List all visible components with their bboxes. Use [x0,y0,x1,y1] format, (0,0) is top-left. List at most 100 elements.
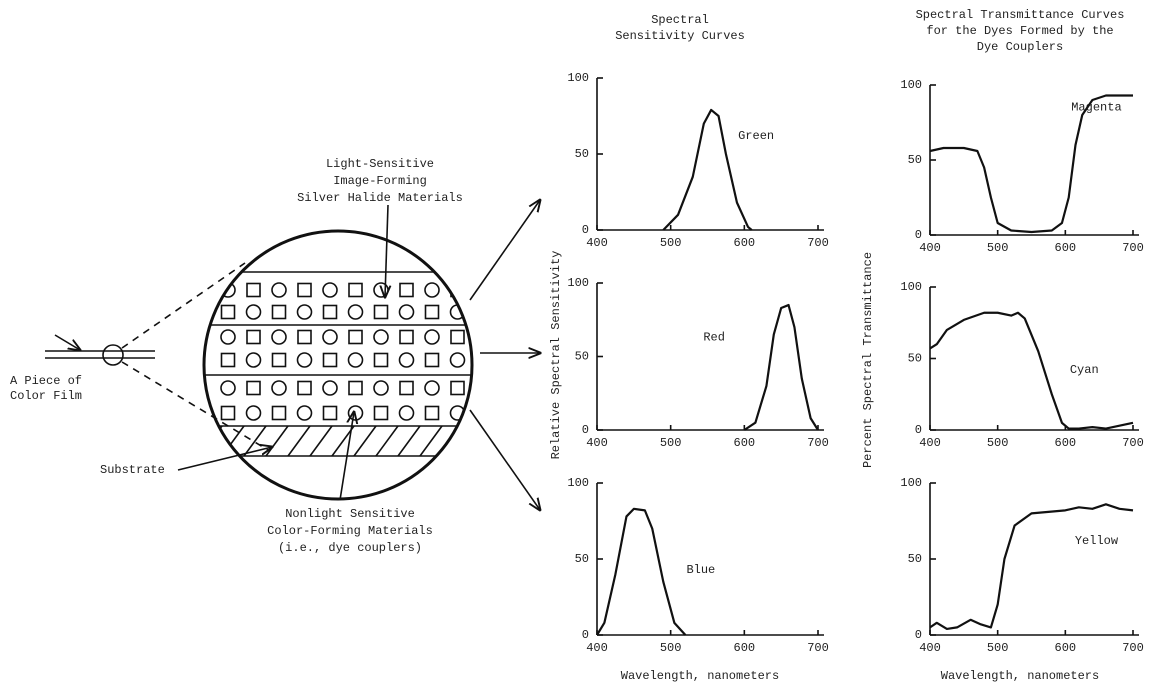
grain [271,282,287,298]
hatch [309,425,333,457]
x-tick-label: 600 [734,236,756,250]
curve-label: Yellow [1075,534,1119,548]
grain [296,405,313,421]
film-cross-section [202,229,474,501]
group-title: Spectral [651,13,709,27]
coupler [220,352,236,368]
group-title: for the Dyes Formed by the [926,24,1113,38]
y-axis-label: Percent Spectral Transmittance [861,252,875,468]
coupler [246,282,261,298]
y-tick-label: 50 [908,552,922,566]
y-axis-label: Relative Spectral Sensitivity [549,251,563,460]
silver-label: Light-Sensitive [326,157,434,171]
coupler [373,304,389,320]
grain [322,282,338,298]
y-tick-label: 100 [567,276,589,290]
coupler [424,304,440,320]
x-tick-label: 400 [919,641,941,655]
grain [347,352,364,368]
film-label: Color Film [10,389,82,403]
grain [398,405,415,421]
x-tick-label: 600 [734,641,756,655]
grain [424,282,440,298]
x-tick-label: 700 [807,641,829,655]
y-tick-label: 100 [900,78,922,92]
coupler [322,304,338,320]
x-tick-label: 700 [807,236,829,250]
grain [322,329,338,345]
y-tick-label: 0 [915,628,922,642]
y-tick-label: 50 [575,350,589,364]
grain [322,380,338,396]
silver-label: Image-Forming [333,174,427,188]
silver-label: Silver Halide Materials [297,191,463,205]
grain [220,380,236,396]
curve-label: Blue [686,563,715,577]
y-tick-label: 0 [582,423,589,437]
coupler [399,282,414,298]
x-tick-label: 400 [586,236,608,250]
x-tick-label: 700 [807,436,829,450]
grain [296,304,313,320]
curve-label: Red [703,331,725,345]
coupler [348,282,363,298]
grain [398,352,415,368]
coupler [322,405,338,421]
hatch [353,425,377,457]
coupler [220,304,236,320]
y-tick-label: 100 [567,476,589,490]
coupler [399,380,414,396]
coupler-label: Nonlight Sensitive [285,507,415,521]
x-tick-label: 700 [1122,241,1144,255]
y-tick-label: 50 [575,552,589,566]
hatch [375,425,399,457]
y-tick-label: 100 [900,280,922,294]
coupler [271,405,287,421]
x-tick-label: 400 [586,436,608,450]
x-axis-label: Wavelength, nanometers [941,669,1099,683]
coupler [424,352,440,368]
coupler [246,329,261,345]
substrate-label: Substrate [100,463,165,477]
hatch [205,425,223,457]
curve [929,94,1133,234]
coupler [373,352,389,368]
grain [220,329,236,345]
y-tick-label: 0 [582,628,589,642]
x-tick-label: 500 [987,436,1009,450]
curve-label: Magenta [1071,101,1121,115]
group-title: Dye Couplers [977,40,1063,54]
y-tick-label: 100 [900,476,922,490]
film-piece [45,262,269,451]
x-tick-label: 500 [987,641,1009,655]
y-tick-label: 50 [908,153,922,167]
coupler [271,352,287,368]
coupler [220,405,236,421]
grain [424,329,440,345]
x-tick-label: 500 [987,241,1009,255]
x-tick-label: 600 [734,436,756,450]
hatch [397,425,421,457]
grain [373,380,389,396]
hatch [221,425,245,457]
group-title: Sensitivity Curves [615,29,745,43]
curve-label: Cyan [1070,363,1099,377]
coupler [348,329,363,345]
coupler [322,352,338,368]
grain [245,405,262,421]
x-tick-label: 600 [1055,641,1077,655]
x-tick-label: 600 [1055,241,1077,255]
x-tick-label: 500 [660,236,682,250]
coupler-label: (i.e., dye couplers) [278,541,422,555]
coupler [399,329,414,345]
y-tick-label: 0 [915,423,922,437]
grain [398,304,415,320]
magnifier [202,229,474,501]
x-tick-label: 500 [660,641,682,655]
x-tick-label: 700 [1122,436,1144,450]
grain [347,405,364,421]
coupler [424,405,440,421]
x-tick-label: 500 [660,436,682,450]
grain [424,380,440,396]
hatch [463,425,471,457]
